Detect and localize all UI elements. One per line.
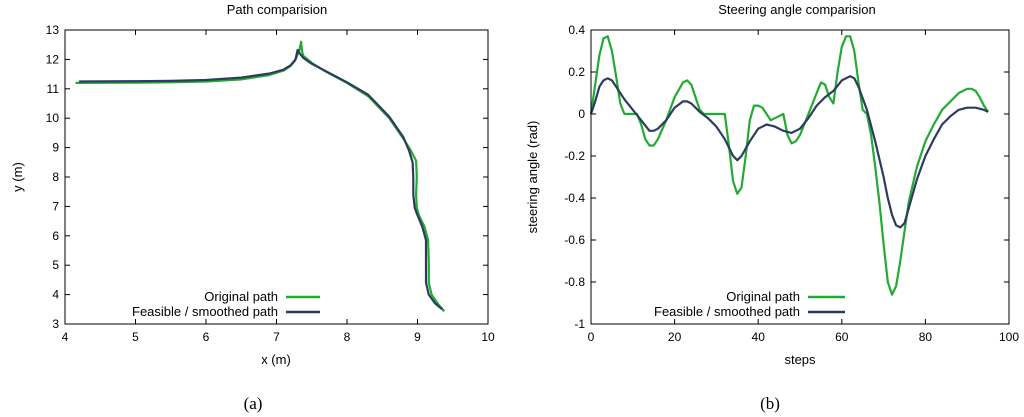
chart-b-xtick-label: 80 — [919, 330, 933, 344]
chart-a-xtick-label: 10 — [481, 330, 495, 344]
chart-b-ytick-label: 0.4 — [568, 23, 585, 37]
chart-a-xtick-label: 9 — [414, 330, 421, 344]
chart-b-ticks: 0 20 40 60 80 100 -1 -0.8 -0.6 -0.4 -0.2 0 0.2 0.4 — [564, 23, 1019, 344]
chart-b-ytick-label: -1 — [574, 317, 585, 331]
legend-b-smoothed-label: Feasible / smoothed path — [654, 304, 800, 319]
chart-b-ytick-label: 0.2 — [568, 65, 585, 79]
chart-a-ytick-label: 6 — [52, 229, 59, 243]
chart-b-ylabel: steering angle (rad) — [525, 121, 540, 234]
chart-a-ytick-label: 3 — [52, 317, 59, 331]
chart-b-legend: Original path Feasible / smoothed path — [654, 289, 845, 319]
chart-b-smoothed-path-line — [589, 75, 989, 229]
chart-a-ytick-label: 11 — [47, 82, 60, 96]
chart-a-smoothed-path-line — [79, 48, 443, 311]
chart-b-xtick-label: 100 — [999, 330, 1019, 344]
chart-b-ytick-label: 0 — [578, 107, 585, 121]
legend-b-original-label: Original path — [726, 289, 800, 304]
chart-b-original-path-line — [589, 35, 990, 296]
legend-a-original-label: Original path — [204, 289, 278, 304]
chart-a-ytick-label: 4 — [52, 288, 59, 302]
chart-b-title: Steering angle comparision — [718, 2, 876, 17]
chart-a-series — [75, 40, 446, 313]
chart-b-ytick-label: -0.4 — [564, 191, 585, 205]
chart-b-xtick-label: 0 — [588, 330, 595, 344]
chart-a-legend: Original path Feasible / smoothed path — [132, 289, 320, 319]
caption-a: (a) — [244, 394, 263, 413]
chart-a-xtick-label: 8 — [344, 330, 351, 344]
chart-steering-angle: Steering angle comparision 0 20 40 60 80 100 -… — [525, 2, 1019, 413]
chart-a-ytick-label: 12 — [46, 52, 60, 66]
chart-b-series — [589, 35, 990, 296]
chart-a-ytick-label: 9 — [52, 141, 59, 155]
chart-a-xtick-label: 4 — [62, 330, 69, 344]
chart-a-xtick-label: 6 — [203, 330, 210, 344]
chart-a-ytick-label: 13 — [46, 23, 60, 37]
chart-b-ytick-label: -0.8 — [564, 275, 585, 289]
chart-a-ytick-label: 8 — [52, 170, 59, 184]
chart-a-xtick-label: 5 — [132, 330, 139, 344]
chart-b-xtick-label: 20 — [668, 330, 682, 344]
chart-a-frame — [64, 29, 489, 325]
chart-a-ytick-label: 7 — [52, 199, 59, 213]
chart-path-comparison: Path comparision 4 5 6 7 8 9 10345678910111213… — [10, 2, 495, 413]
chart-b-ytick-label: -0.2 — [564, 149, 585, 163]
chart-a-xtick-label: 7 — [273, 330, 280, 344]
caption-b: (b) — [760, 394, 780, 413]
chart-a-xlabel: x (m) — [261, 352, 291, 367]
chart-a-ytick-label: 5 — [52, 258, 59, 272]
chart-a-ytick-label: 10 — [46, 111, 60, 125]
legend-a-smoothed-label: Feasible / smoothed path — [132, 304, 278, 319]
chart-b-xtick-label: 40 — [752, 330, 766, 344]
chart-b-ytick-label: -0.6 — [564, 233, 585, 247]
chart-b-xtick-label: 60 — [835, 330, 849, 344]
chart-b-frame — [590, 29, 1010, 325]
chart-a-ylabel: y (m) — [10, 162, 25, 192]
chart-b-xlabel: steps — [784, 352, 816, 367]
chart-a-title: Path comparision — [227, 2, 327, 17]
